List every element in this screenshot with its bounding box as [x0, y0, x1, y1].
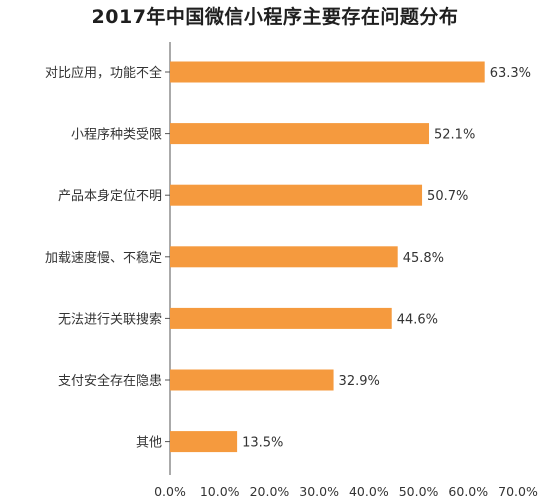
category-label: 小程序种类受限 [71, 128, 162, 143]
category-label: 无法进行关联搜索 [58, 312, 162, 327]
x-tick-label: 70.0% [498, 484, 538, 499]
category-label: 其他 [136, 436, 162, 451]
bar-value-label: 13.5% [242, 436, 283, 451]
bar [170, 307, 392, 329]
bar [170, 123, 430, 145]
bar-value-label: 63.3% [490, 66, 531, 81]
category-label: 支付安全存在隐患 [58, 373, 162, 389]
bar [170, 246, 398, 268]
category-label: 产品本身定位不明 [58, 188, 162, 204]
x-tick-label: 40.0% [349, 484, 389, 499]
bar-value-label: 52.1% [434, 128, 475, 143]
bar-value-label: 32.9% [339, 374, 380, 389]
x-tick-label: 20.0% [250, 484, 290, 499]
x-tick-label: 10.0% [200, 484, 240, 499]
x-tick-label: 30.0% [299, 484, 339, 499]
bar-value-label: 44.6% [397, 312, 438, 327]
bar [170, 369, 334, 391]
x-tick-label: 0.0% [154, 484, 186, 499]
x-tick-label: 60.0% [448, 484, 488, 499]
bar-value-label: 50.7% [427, 189, 468, 204]
x-tick-label: 50.0% [399, 484, 439, 499]
bar [170, 61, 485, 83]
bar-value-label: 45.8% [403, 251, 444, 266]
bar [170, 184, 423, 206]
category-label: 加载速度慢、不稳定 [45, 250, 162, 266]
chart-title: 2017年中国微信小程序主要存在问题分布 [91, 6, 459, 28]
category-label: 对比应用，功能不全 [45, 65, 162, 81]
bar [170, 431, 238, 453]
